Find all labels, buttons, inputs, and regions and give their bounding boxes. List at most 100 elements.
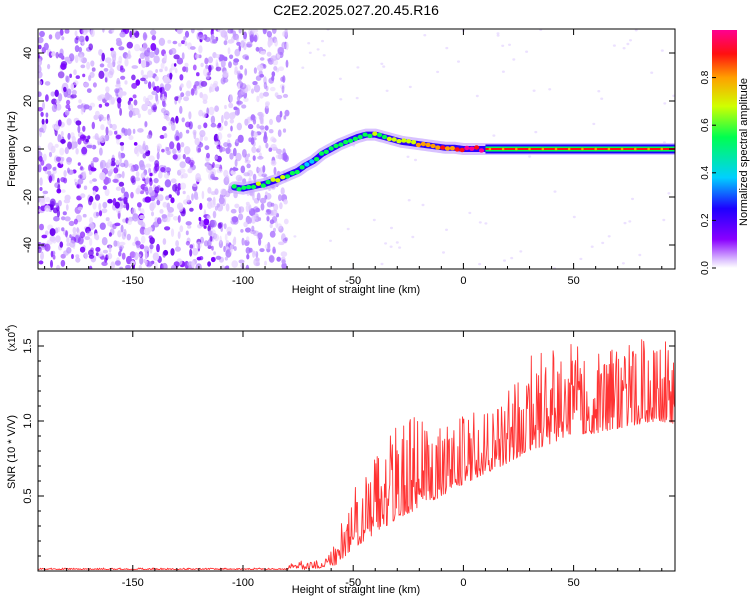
noise-speckle <box>196 72 200 77</box>
noise-speckle <box>139 214 145 220</box>
noise-speckle <box>102 185 107 190</box>
noise-speckle <box>75 254 80 259</box>
noise-speckle <box>468 211 472 215</box>
noise-speckle <box>102 249 108 254</box>
snr-xlabel: Height of straight line (km) <box>292 584 420 596</box>
noise-speckle <box>172 148 177 155</box>
noise-speckle <box>148 167 152 174</box>
noise-speckle <box>238 213 244 221</box>
noise-speckle <box>120 144 124 152</box>
noise-speckle <box>206 152 210 159</box>
noise-speckle <box>510 256 514 260</box>
trace-point <box>469 146 475 151</box>
steady-band-peak <box>594 147 597 151</box>
noise-speckle <box>65 75 70 83</box>
trace-point <box>454 147 460 152</box>
noise-speckle <box>196 32 200 40</box>
noise-speckle <box>163 133 168 139</box>
noise-speckle <box>180 142 185 148</box>
noise-speckle <box>211 29 215 32</box>
noise-speckle <box>321 39 324 43</box>
noise-speckle <box>42 153 47 162</box>
noise-speckle <box>118 90 123 98</box>
noise-speckle <box>234 203 240 209</box>
noise-speckle <box>217 29 223 33</box>
noise-speckle <box>68 107 71 112</box>
noise-speckle <box>164 179 172 188</box>
noise-speckle <box>253 131 258 138</box>
noise-speckle <box>248 217 253 224</box>
noise-speckle <box>38 164 42 173</box>
noise-speckle <box>663 102 667 105</box>
noise-speckle <box>246 41 253 48</box>
snr-plot-area <box>38 339 675 570</box>
noise-speckle <box>70 132 75 139</box>
noise-speckle <box>64 216 71 222</box>
noise-speckle <box>60 139 66 144</box>
noise-speckle <box>203 136 208 141</box>
noise-speckle <box>104 77 108 83</box>
trace-point <box>464 145 470 151</box>
noise-speckle <box>512 58 516 61</box>
noise-speckle <box>270 55 277 62</box>
noise-speckle <box>78 99 82 104</box>
noise-speckle <box>189 248 193 257</box>
trace-point <box>343 139 349 145</box>
noise-speckle <box>118 46 125 51</box>
noise-speckle <box>139 148 145 155</box>
x-tick-label: -50 <box>345 275 361 287</box>
noise-speckle <box>276 223 283 230</box>
noise-speckle <box>101 52 105 62</box>
noise-speckle <box>220 30 228 38</box>
noise-speckle <box>276 148 282 155</box>
noise-speckle <box>64 29 70 34</box>
noise-speckle <box>203 225 207 229</box>
noise-speckle <box>237 134 244 143</box>
noise-speckle <box>247 153 251 158</box>
noise-speckle <box>214 140 221 146</box>
noise-speckle <box>159 68 163 73</box>
noise-speckle <box>60 63 67 70</box>
noise-speckle <box>133 99 138 106</box>
noise-speckle <box>38 65 42 74</box>
noise-speckle <box>149 172 153 177</box>
noise-speckle <box>214 188 219 195</box>
trace-point <box>284 174 291 179</box>
noise-speckle <box>196 29 204 32</box>
noise-speckle <box>214 205 218 211</box>
noise-speckle <box>355 96 359 100</box>
noise-speckle <box>220 265 226 269</box>
noise-speckle <box>534 130 538 134</box>
noise-speckle <box>156 243 160 253</box>
noise-speckle <box>65 204 69 211</box>
noise-speckle <box>86 144 93 149</box>
noise-speckle <box>408 85 412 89</box>
noise-speckle <box>285 42 289 51</box>
noise-speckle <box>236 70 241 75</box>
y-tick-label: -20 <box>22 189 34 205</box>
noise-speckle <box>148 186 153 193</box>
noise-speckle <box>152 252 160 261</box>
noise-speckle <box>92 201 97 210</box>
trace-point <box>251 184 257 190</box>
steady-band-peak <box>567 147 571 151</box>
noise-speckle <box>154 75 159 82</box>
steady-band-peak <box>620 147 624 151</box>
noise-speckle <box>39 30 45 38</box>
noise-speckle <box>203 240 209 247</box>
noise-speckle <box>235 174 243 182</box>
noise-speckle <box>194 88 198 96</box>
snr-frame <box>37 330 676 572</box>
noise-speckle <box>168 121 174 126</box>
noise-speckle <box>222 70 229 78</box>
noise-speckle <box>91 67 96 72</box>
noise-speckle <box>216 144 221 150</box>
noise-speckle <box>163 249 169 256</box>
noise-speckle <box>131 74 136 81</box>
noise-speckle <box>241 104 247 109</box>
noise-speckle <box>138 264 142 269</box>
noise-speckle <box>147 108 152 116</box>
noise-speckle <box>210 122 217 128</box>
noise-speckle <box>73 69 77 76</box>
trace-point <box>314 157 320 162</box>
